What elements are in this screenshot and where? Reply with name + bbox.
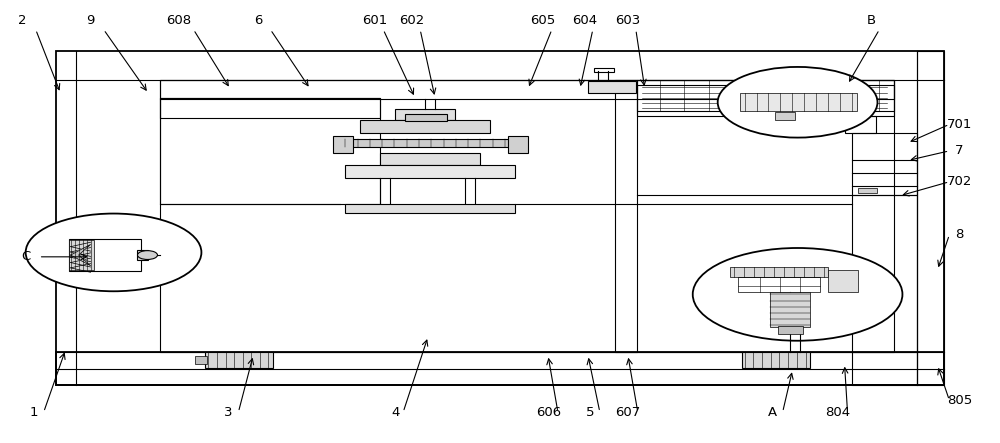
Bar xyxy=(340,140,510,148)
Bar xyxy=(160,80,894,352)
Bar xyxy=(778,326,803,334)
Circle shape xyxy=(718,67,877,138)
Text: B: B xyxy=(867,14,876,27)
Text: 601: 601 xyxy=(363,14,388,27)
Bar xyxy=(917,51,944,385)
Bar xyxy=(69,240,94,270)
Bar xyxy=(740,93,857,111)
Bar xyxy=(742,352,810,368)
Text: 804: 804 xyxy=(825,406,850,419)
Bar xyxy=(360,120,490,133)
Bar xyxy=(508,136,528,153)
Bar xyxy=(69,239,140,271)
Text: 805: 805 xyxy=(947,394,972,407)
Bar xyxy=(845,116,876,133)
Text: 2: 2 xyxy=(18,14,27,27)
Text: 701: 701 xyxy=(947,118,972,131)
Bar xyxy=(588,81,636,93)
Text: 3: 3 xyxy=(224,406,233,419)
Bar xyxy=(205,352,273,368)
Bar xyxy=(345,204,515,213)
Bar xyxy=(770,292,810,327)
Bar xyxy=(852,195,917,385)
Bar xyxy=(852,133,917,195)
Circle shape xyxy=(26,214,201,291)
Bar xyxy=(738,277,820,292)
Text: A: A xyxy=(768,406,777,419)
Bar xyxy=(56,352,944,385)
Bar xyxy=(160,98,380,204)
Text: 608: 608 xyxy=(166,14,191,27)
Text: 606: 606 xyxy=(536,406,561,419)
Text: 9: 9 xyxy=(86,14,95,27)
Text: 8: 8 xyxy=(955,228,964,241)
Circle shape xyxy=(693,248,902,341)
Text: 607: 607 xyxy=(615,406,640,419)
Bar xyxy=(333,136,353,153)
Text: 602: 602 xyxy=(399,14,425,27)
Bar xyxy=(594,68,614,72)
Text: 604: 604 xyxy=(572,14,597,27)
Bar xyxy=(775,112,795,120)
Text: 6: 6 xyxy=(254,14,263,27)
Bar xyxy=(637,80,894,116)
Bar xyxy=(160,80,894,99)
Bar xyxy=(637,85,894,111)
Circle shape xyxy=(138,251,157,260)
Text: 4: 4 xyxy=(391,406,399,419)
Bar xyxy=(730,267,828,277)
Bar xyxy=(160,98,380,118)
Bar xyxy=(137,250,148,260)
Text: 603: 603 xyxy=(615,14,640,27)
Polygon shape xyxy=(71,245,91,266)
Text: 7: 7 xyxy=(955,144,964,157)
Bar xyxy=(380,152,480,165)
Bar xyxy=(345,165,515,178)
Bar xyxy=(56,51,944,385)
Text: 605: 605 xyxy=(530,14,556,27)
Text: 5: 5 xyxy=(586,406,594,419)
Bar xyxy=(195,356,207,364)
Bar xyxy=(858,188,877,193)
Bar xyxy=(405,114,447,121)
Bar xyxy=(395,109,455,120)
Text: 1: 1 xyxy=(29,406,38,419)
Text: 702: 702 xyxy=(947,175,972,188)
Text: C: C xyxy=(21,250,30,263)
Bar xyxy=(615,80,637,352)
Bar xyxy=(828,270,858,292)
